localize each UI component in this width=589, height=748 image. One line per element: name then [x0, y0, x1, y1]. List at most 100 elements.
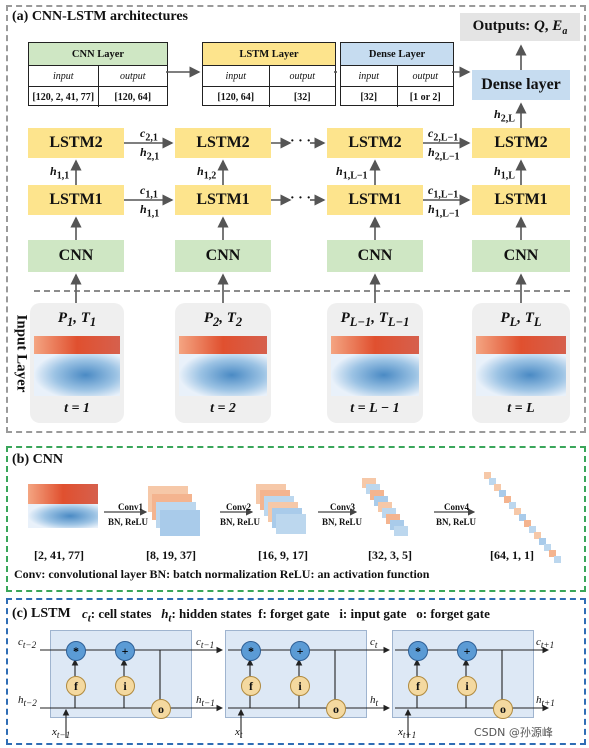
table-input-value: [32]	[360, 91, 378, 103]
timestep-3: t = L − 1	[350, 401, 400, 416]
input-pt-2: P2, T2	[203, 310, 243, 329]
dense-layer-box: Dense layer	[472, 70, 570, 100]
timestep-1: t = 1	[64, 401, 90, 416]
lstm1-box-4: LSTM1	[472, 185, 570, 215]
input-gate-2: i	[290, 676, 310, 696]
edge-label-v1L: h1,L	[494, 164, 515, 182]
dim-conv2: [16, 9, 17]	[258, 548, 308, 562]
output-gate-3: o	[493, 699, 513, 719]
input-gate-1: i	[115, 676, 135, 696]
table-input-value: [120, 64]	[217, 91, 255, 103]
conv4-label: Conv4	[444, 502, 470, 512]
table-header-output: output	[97, 66, 168, 86]
table-output-value: [32]	[268, 87, 336, 107]
state-h-t-2: ht−2	[18, 694, 37, 709]
lstm-layer-table: LSTM Layer input output [120, 64] [32]	[202, 42, 336, 107]
timestep-2: t = 2	[210, 401, 236, 416]
edge-label-h21: h2,1	[140, 145, 160, 163]
heatmap-input-4	[476, 336, 566, 396]
watermark: CSDN @孙源峰	[474, 726, 553, 739]
forget-gate-2: f	[241, 676, 261, 696]
table-title: Dense Layer	[341, 43, 453, 66]
state-c-t-2: ct−2	[18, 636, 37, 651]
conv1-label: Conv1	[118, 502, 144, 512]
lstm1-box-3: LSTM1	[327, 185, 423, 215]
edge-label-v2L: h2,L	[494, 107, 515, 125]
dense-layer-table: Dense Layer input output [32] [1 or 2]	[340, 42, 454, 107]
output-gate-1: o	[151, 699, 171, 719]
input-gate-3: i	[457, 676, 477, 696]
multiply-op-1: *	[66, 641, 86, 661]
cnn-layer-table: CNN Layer input output [120, 2, 41, 77] [1…	[28, 42, 168, 107]
dim-input: [2, 41, 77]	[34, 548, 84, 562]
heatmap-input-3	[331, 336, 419, 396]
edge-label-c2L1: c2,L−1	[428, 126, 459, 144]
add-op-3: +	[457, 641, 477, 661]
state-x-t+1: xt+1	[398, 726, 417, 741]
edge-label-v11: h1,1	[50, 164, 70, 182]
panel-b-legend: Conv: convolutional layer BN: batch norm…	[14, 567, 430, 581]
edge-label-c21: c2,1	[140, 126, 158, 144]
edge-label-c11: c1,1	[140, 183, 158, 201]
input-pt-4: PL, TL	[500, 310, 542, 329]
dim-conv4: [64, 1, 1]	[490, 548, 534, 562]
ellipsis-lstm2: · · ·	[290, 134, 312, 149]
multiply-op-3: *	[408, 641, 428, 661]
panel-a-title: (a) CNN-LSTM architectures	[12, 9, 189, 24]
input-layer-label: Input Layer	[13, 314, 30, 393]
outputs-label: Outputs: Q, Ea	[472, 17, 568, 37]
output-gate-2: o	[326, 699, 346, 719]
state-h-t: ht	[370, 694, 379, 709]
table-header-output: output	[268, 66, 336, 86]
conv2-ops: BN, ReLU	[220, 517, 260, 527]
edge-label-h1L1: h1,L−1	[428, 202, 460, 220]
panel-a-frame	[6, 5, 586, 433]
table-header-input: input	[358, 70, 380, 82]
conv4-ops: BN, ReLU	[436, 517, 476, 527]
edge-label-c1L1: c1,L−1	[428, 183, 459, 201]
edge-label-v1L1: h1,L−1	[336, 164, 368, 182]
state-c-t+1: ct+1	[536, 636, 555, 651]
lstm2-box-2: LSTM2	[175, 128, 271, 158]
add-op-1: +	[115, 641, 135, 661]
lstm2-box-3: LSTM2	[327, 128, 423, 158]
state-x-t-1: xt−1	[52, 726, 71, 741]
multiply-op-2: *	[241, 641, 261, 661]
table-output-value: [120, 64]	[97, 87, 168, 107]
table-title: CNN Layer	[29, 43, 167, 66]
lstm2-box-1: LSTM2	[28, 128, 124, 158]
edge-label-h11: h1,1	[140, 202, 160, 220]
panel-b-title: (b) CNN	[12, 452, 63, 467]
input-pt-3: PL−1, TL−1	[340, 310, 410, 329]
heatmap-input-1	[34, 336, 120, 396]
panel-b-frame	[6, 446, 586, 592]
edge-label-h2L1: h2,L−1	[428, 145, 460, 163]
conv3-ops: BN, ReLU	[322, 517, 362, 527]
table-header-input: input	[52, 70, 74, 82]
panel-a-connectors	[34, 44, 572, 303]
table-output-value: [1 or 2]	[396, 87, 454, 107]
ellipsis-lstm1: · · ·	[290, 191, 312, 206]
state-h-t+1: ht+1	[536, 694, 555, 709]
cnn-box-4: CNN	[472, 240, 570, 272]
table-title: LSTM Layer	[203, 43, 335, 66]
table-header-output: output	[396, 66, 454, 86]
cnn-box-3: CNN	[327, 240, 423, 272]
panel-c-frame	[6, 598, 586, 745]
add-op-2: +	[290, 641, 310, 661]
dim-conv1: [8, 19, 37]	[146, 548, 196, 562]
cnn-feature-maps	[28, 472, 561, 563]
state-x-t: xt	[235, 726, 243, 741]
lstm1-box-2: LSTM1	[175, 185, 271, 215]
conv1-ops: BN, ReLU	[108, 517, 148, 527]
input-pt-1: P1, T1	[57, 310, 97, 329]
panel-c-title: (c) LSTM	[12, 606, 71, 621]
table-header-input: input	[225, 70, 247, 82]
lstm1-box-1: LSTM1	[28, 185, 124, 215]
conv2-label: Conv2	[226, 502, 252, 512]
panel-c-legend: ct: cell states ht: hidden states f: for…	[82, 606, 490, 625]
cnn-box-2: CNN	[175, 240, 271, 272]
timestep-4: t = L	[507, 401, 535, 416]
dim-conv3: [32, 3, 5]	[368, 548, 412, 562]
heatmap-input-2	[179, 336, 267, 396]
